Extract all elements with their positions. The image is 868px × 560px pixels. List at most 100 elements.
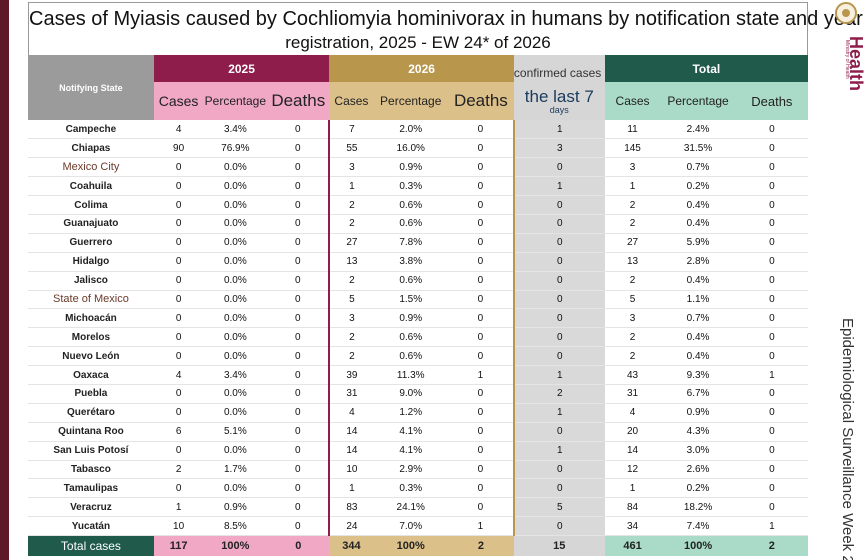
total-label: Total cases xyxy=(28,535,154,556)
total-2026-cases: 344 xyxy=(329,535,374,556)
cases-2025: 6 xyxy=(153,422,204,442)
cases-2026: 2 xyxy=(329,195,374,215)
total-percentage: 2.6% xyxy=(660,460,736,480)
deaths-2025: 0 xyxy=(267,327,331,348)
total-2025-cases: 117 xyxy=(153,535,204,556)
total-cases: 2 xyxy=(604,346,661,367)
table-row: Chiapas 90 76.9% 0 55 16.0% 0 3 145 31.5% 0 xyxy=(28,138,808,159)
total-deaths: 0 xyxy=(735,441,808,461)
title-line-2: registration, 2025 - EW 24* of 2026 xyxy=(285,33,551,52)
total-cases: 145 xyxy=(604,138,661,159)
percentage-2026: 0.6% xyxy=(373,346,448,367)
cases-2026: 24 xyxy=(329,516,374,537)
cases-2026: 3 xyxy=(329,157,374,178)
table-row: Quintana Roo 6 5.1% 0 14 4.1% 0 0 20 4.3% 0 xyxy=(28,422,808,442)
confirmed-last7: 0 xyxy=(513,157,605,178)
percentage-2025: 0.0% xyxy=(203,271,268,291)
total-deaths: 0 xyxy=(735,460,808,480)
deaths-2026: 0 xyxy=(447,460,515,480)
total-percentage: 0.9% xyxy=(660,403,736,423)
confirmed-last7: 0 xyxy=(513,233,605,253)
deaths-2026: 0 xyxy=(447,478,515,499)
cases-2025: 0 xyxy=(153,478,204,499)
table-row: Colima 0 0.0% 0 2 0.6% 0 0 2 0.4% 0 xyxy=(28,195,808,215)
state-name: Guerrero xyxy=(28,233,154,253)
cases-2026: 7 xyxy=(329,120,374,140)
deaths-2026: 0 xyxy=(447,346,515,367)
deaths-2026: 0 xyxy=(447,271,515,291)
total-2026-deaths: 2 xyxy=(447,535,514,556)
state-name: Nuevo León xyxy=(28,346,154,367)
percentage-2025: 5.1% xyxy=(203,422,268,442)
percentage-2025: 0.0% xyxy=(203,478,268,499)
deaths-2026: 0 xyxy=(447,214,515,234)
confirmed-last7: 1 xyxy=(513,441,605,461)
title-line-1: Cases of Myiasis caused by Cochliomyia h… xyxy=(29,8,868,30)
percentage-2026: 11.3% xyxy=(373,365,448,385)
percentage-2026: 0.6% xyxy=(373,271,448,291)
total-percentage: 0.2% xyxy=(660,478,736,499)
total-deaths: 0 xyxy=(735,120,808,140)
percentage-2025: 3.4% xyxy=(203,120,268,140)
cases-2025: 0 xyxy=(153,403,204,423)
left-accent-bar xyxy=(0,0,9,560)
deaths-2025: 0 xyxy=(267,138,331,159)
state-name: Querétaro xyxy=(28,403,154,423)
total-cases: 20 xyxy=(604,422,661,442)
table-row: Campeche 4 3.4% 0 7 2.0% 0 1 11 2.4% 0 xyxy=(28,120,808,140)
percentage-2026: 0.9% xyxy=(373,308,448,329)
group-header-confirmed: confirmed cases in xyxy=(513,55,605,82)
total-deaths: 0 xyxy=(735,346,808,367)
percentage-2025: 0.0% xyxy=(203,252,268,272)
table-row: Guerrero 0 0.0% 0 27 7.8% 0 0 27 5.9% 0 xyxy=(28,233,808,253)
header-last7-label: the last 7 xyxy=(524,86,594,106)
total-percentage: 5.9% xyxy=(660,233,736,253)
state-name: Hidalgo xyxy=(28,252,154,272)
percentage-2025: 76.9% xyxy=(203,138,268,159)
total-deaths: 0 xyxy=(735,271,808,291)
total-cases: 2 xyxy=(604,327,661,348)
deaths-2026: 0 xyxy=(447,497,515,518)
state-name: Yucatán xyxy=(28,516,154,537)
side-label: Epidemiological Surveillance Week 24 xyxy=(839,318,856,560)
cases-2026: 39 xyxy=(329,365,374,385)
total-percentage: 9.3% xyxy=(660,365,736,385)
percentage-2026: 0.9% xyxy=(373,157,448,178)
state-name: Tabasco xyxy=(28,460,154,480)
deaths-2025: 0 xyxy=(267,497,331,518)
total-percentage: 0.4% xyxy=(660,271,736,291)
cases-2025: 1 xyxy=(153,497,204,518)
table-body: Campeche 4 3.4% 0 7 2.0% 0 1 11 2.4% 0 Chiapas 90 76.… xyxy=(28,120,808,537)
cases-2025: 0 xyxy=(153,384,204,404)
state-name: Jalisco xyxy=(28,271,154,291)
total-deaths: 0 xyxy=(735,497,808,518)
cases-2026: 2 xyxy=(329,214,374,234)
percentage-2025: 0.0% xyxy=(203,346,268,367)
total-deaths: 1 xyxy=(735,365,808,385)
deaths-2025: 0 xyxy=(267,365,331,385)
percentage-2025: 0.9% xyxy=(203,497,268,518)
group-header-total: Total xyxy=(604,55,808,82)
brand-subtitle: Ministry of Health xyxy=(844,40,850,79)
cases-2026: 13 xyxy=(329,252,374,272)
confirmed-last7: 0 xyxy=(513,460,605,480)
state-name: Morelos xyxy=(28,327,154,348)
cases-2026: 14 xyxy=(329,441,374,461)
total-percentage: 0.7% xyxy=(660,308,736,329)
header-total-deaths: Deaths xyxy=(735,82,808,120)
percentage-2026: 4.1% xyxy=(373,422,448,442)
total-cases: 31 xyxy=(604,384,661,404)
table-row: Coahuila 0 0.0% 0 1 0.3% 0 1 1 0.2% 0 xyxy=(28,176,808,197)
table-row: Nuevo León 0 0.0% 0 2 0.6% 0 0 2 0.4% 0 xyxy=(28,346,808,367)
total-cases: 4 xyxy=(604,403,661,423)
total-cases: 43 xyxy=(604,365,661,385)
total-cases: 2 xyxy=(604,271,661,291)
table-row: Oaxaca 4 3.4% 0 39 11.3% 1 1 43 9.3% 1 xyxy=(28,365,808,385)
total-percentage: 0.4% xyxy=(660,195,736,215)
percentage-2026: 0.6% xyxy=(373,214,448,234)
total-deaths: 0 xyxy=(735,422,808,442)
deaths-2026: 0 xyxy=(447,195,515,215)
cases-2026: 2 xyxy=(329,271,374,291)
state-name: State of Mexico xyxy=(28,290,154,310)
header-row-subcolumns: Cases Percentage Deaths Cases Percentage… xyxy=(28,82,808,120)
